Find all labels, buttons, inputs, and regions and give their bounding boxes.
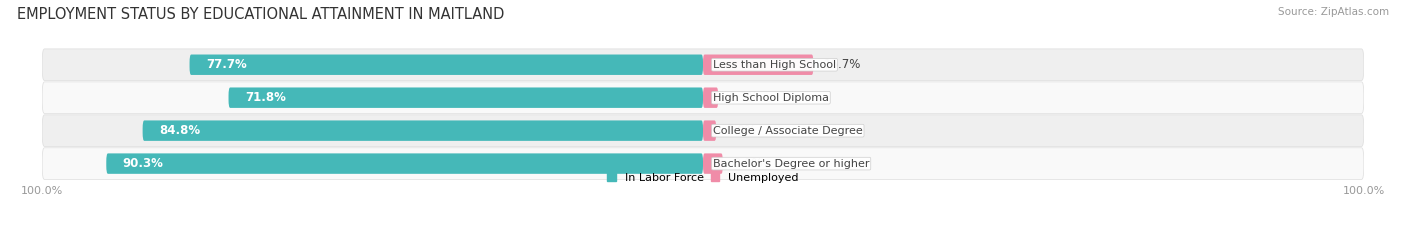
FancyBboxPatch shape — [42, 82, 1364, 113]
Text: EMPLOYMENT STATUS BY EDUCATIONAL ATTAINMENT IN MAITLAND: EMPLOYMENT STATUS BY EDUCATIONAL ATTAINM… — [17, 7, 505, 22]
Text: 2.0%: 2.0% — [725, 124, 756, 137]
FancyBboxPatch shape — [142, 120, 703, 141]
Text: Source: ZipAtlas.com: Source: ZipAtlas.com — [1278, 7, 1389, 17]
FancyBboxPatch shape — [42, 49, 1364, 81]
Text: 2.3%: 2.3% — [728, 91, 758, 104]
Text: 16.7%: 16.7% — [824, 58, 860, 71]
FancyBboxPatch shape — [190, 55, 703, 75]
Text: 77.7%: 77.7% — [207, 58, 247, 71]
Text: Bachelor's Degree or higher: Bachelor's Degree or higher — [713, 159, 869, 169]
FancyBboxPatch shape — [703, 87, 718, 108]
FancyBboxPatch shape — [703, 55, 813, 75]
FancyBboxPatch shape — [107, 153, 703, 174]
Text: 3.0%: 3.0% — [733, 157, 762, 170]
Text: High School Diploma: High School Diploma — [713, 93, 830, 103]
Text: Less than High School: Less than High School — [713, 60, 837, 70]
Text: 71.8%: 71.8% — [245, 91, 285, 104]
FancyBboxPatch shape — [703, 120, 716, 141]
Legend: In Labor Force, Unemployed: In Labor Force, Unemployed — [603, 168, 803, 187]
Text: 90.3%: 90.3% — [122, 157, 163, 170]
FancyBboxPatch shape — [229, 87, 703, 108]
Text: College / Associate Degree: College / Associate Degree — [713, 126, 863, 136]
Text: 84.8%: 84.8% — [159, 124, 200, 137]
FancyBboxPatch shape — [703, 153, 723, 174]
FancyBboxPatch shape — [42, 115, 1364, 147]
FancyBboxPatch shape — [42, 148, 1364, 179]
